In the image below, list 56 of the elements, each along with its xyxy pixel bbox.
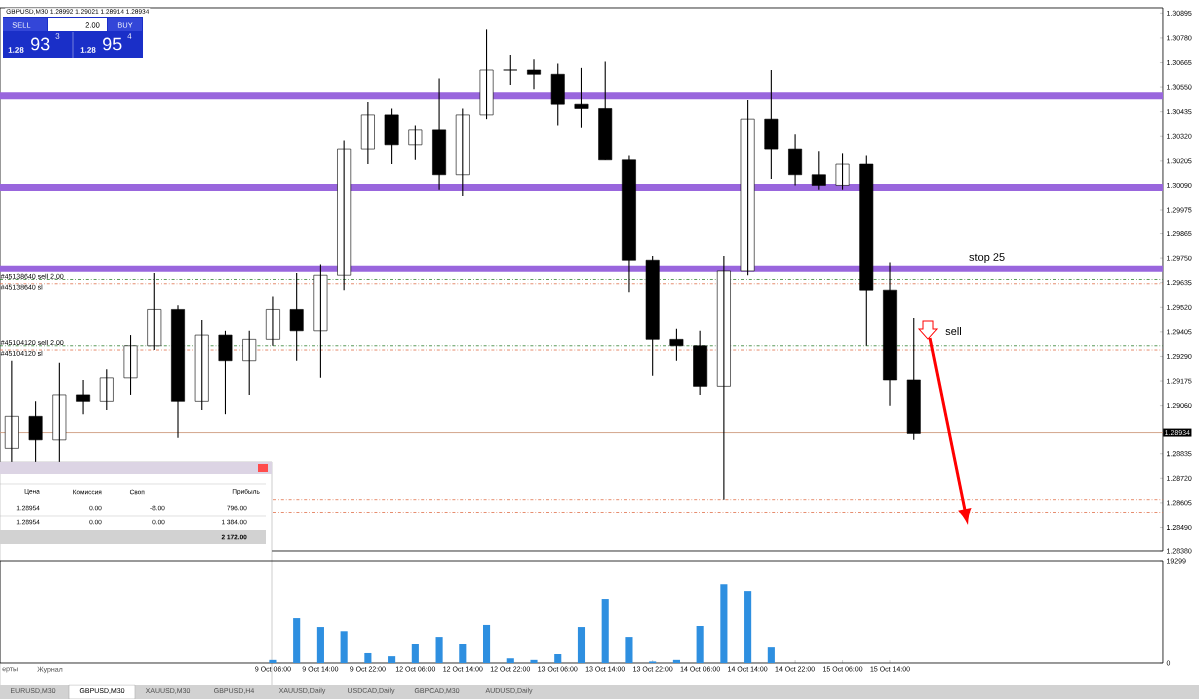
annotation: 95 <box>103 37 122 51</box>
candlestick <box>906 317 921 441</box>
candlestick <box>194 319 209 411</box>
candlestick <box>455 107 470 197</box>
bar <box>720 584 728 663</box>
annotation: sell <box>945 326 961 336</box>
candlestick <box>289 272 304 362</box>
bar <box>340 631 348 663</box>
candlestick <box>835 152 850 191</box>
candlestick <box>811 150 826 191</box>
candlestick <box>503 54 518 86</box>
candlestick <box>574 67 589 129</box>
bar <box>577 627 586 663</box>
bar <box>554 654 562 663</box>
candlestick <box>408 125 423 161</box>
bar <box>269 659 277 663</box>
candlestick <box>598 60 613 161</box>
bar <box>506 658 514 663</box>
candlestick <box>218 330 233 415</box>
annotation: 93 <box>31 37 50 51</box>
candlestick <box>859 154 874 347</box>
candlestick <box>242 330 257 396</box>
bar <box>459 643 467 663</box>
annotation: 1.28 <box>80 47 96 53</box>
bar <box>388 656 396 663</box>
bar <box>411 643 419 663</box>
candlestick <box>479 28 494 120</box>
annotation: 4 <box>127 33 132 39</box>
candlestick <box>99 368 114 411</box>
candlestick <box>669 328 684 362</box>
bar <box>293 618 301 663</box>
bar <box>435 637 443 663</box>
ref-line-label: stop 25 <box>969 253 1005 264</box>
bar <box>530 659 538 663</box>
candlestick <box>550 63 565 127</box>
candlestick <box>28 400 43 464</box>
candlestick <box>645 255 660 377</box>
candlestick <box>764 69 779 180</box>
candlestick <box>384 107 399 165</box>
bar <box>482 624 491 663</box>
bar <box>672 659 680 663</box>
bar <box>696 626 704 663</box>
bar <box>364 652 372 663</box>
candlestick <box>147 272 162 351</box>
candlestick <box>527 58 541 90</box>
bar <box>767 647 775 663</box>
bar <box>744 591 752 663</box>
annotation: 1.28 <box>8 47 24 53</box>
candlestick <box>740 99 755 276</box>
bar <box>625 637 633 663</box>
candlestick <box>313 263 328 379</box>
bar <box>316 627 324 663</box>
annotation: 3 <box>55 33 60 39</box>
candlestick <box>123 334 138 396</box>
candlestick <box>76 379 91 415</box>
bar <box>601 599 609 663</box>
